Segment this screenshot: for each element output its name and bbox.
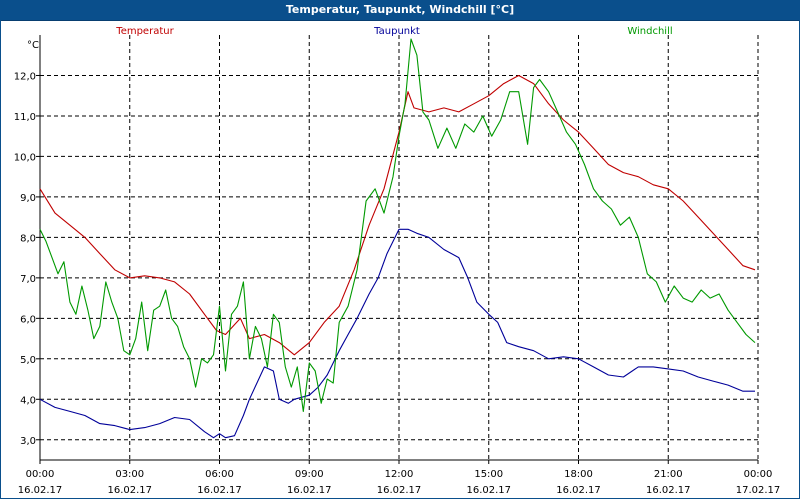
x-tick-label-date: 16.02.17 <box>197 485 242 496</box>
x-tick-label-time: 09:00 <box>295 469 324 480</box>
y-tick-label: 5,0 <box>20 355 36 366</box>
y-tick-label: 8,0 <box>20 233 36 244</box>
x-tick-label-time: 00:00 <box>744 469 773 480</box>
x-tick-label-date: 16.02.17 <box>107 485 152 496</box>
legend-entry-taupunkt: Taupunkt <box>373 26 420 37</box>
y-tick-label: 3,0 <box>20 436 36 447</box>
x-tick-label-date: 16.02.17 <box>18 485 63 496</box>
x-tick-label-date: 16.02.17 <box>646 485 691 496</box>
y-tick-label: 7,0 <box>20 274 36 285</box>
y-tick-label: 11,0 <box>14 112 36 123</box>
x-tick-label-date: 17.02.17 <box>736 485 781 496</box>
legend-entry-windchill: Windchill <box>627 26 672 37</box>
x-tick-label-time: 21:00 <box>654 469 683 480</box>
legend-entry-temperatur: Temperatur <box>115 26 174 37</box>
x-tick-label-time: 06:00 <box>205 469 234 480</box>
x-tick-label-time: 00:00 <box>26 469 55 480</box>
y-axis-label: °C <box>27 40 39 51</box>
x-tick-label-date: 16.02.17 <box>287 485 332 496</box>
x-tick-label-time: 15:00 <box>474 469 503 480</box>
series-line-taupunkt <box>39 228 755 439</box>
series-line-windchill <box>39 38 756 412</box>
x-tick-label-time: 18:00 <box>564 469 593 480</box>
x-tick-label-date: 16.02.17 <box>466 485 511 496</box>
y-tick-label: 6,0 <box>20 314 36 325</box>
y-tick-label: 4,0 <box>20 395 36 406</box>
x-tick-label-date: 16.02.17 <box>377 485 422 496</box>
y-tick-label: 9,0 <box>20 193 36 204</box>
y-tick-label: 10,0 <box>14 152 36 163</box>
y-tick-label: 12,0 <box>14 71 36 82</box>
series-line-temperatur <box>39 74 756 356</box>
x-tick-label-time: 03:00 <box>115 469 144 480</box>
x-tick-label-time: 12:00 <box>385 469 414 480</box>
window-title: Temperatur, Taupunkt, Windchill [°C] <box>0 0 800 21</box>
x-tick-label-date: 16.02.17 <box>556 485 601 496</box>
